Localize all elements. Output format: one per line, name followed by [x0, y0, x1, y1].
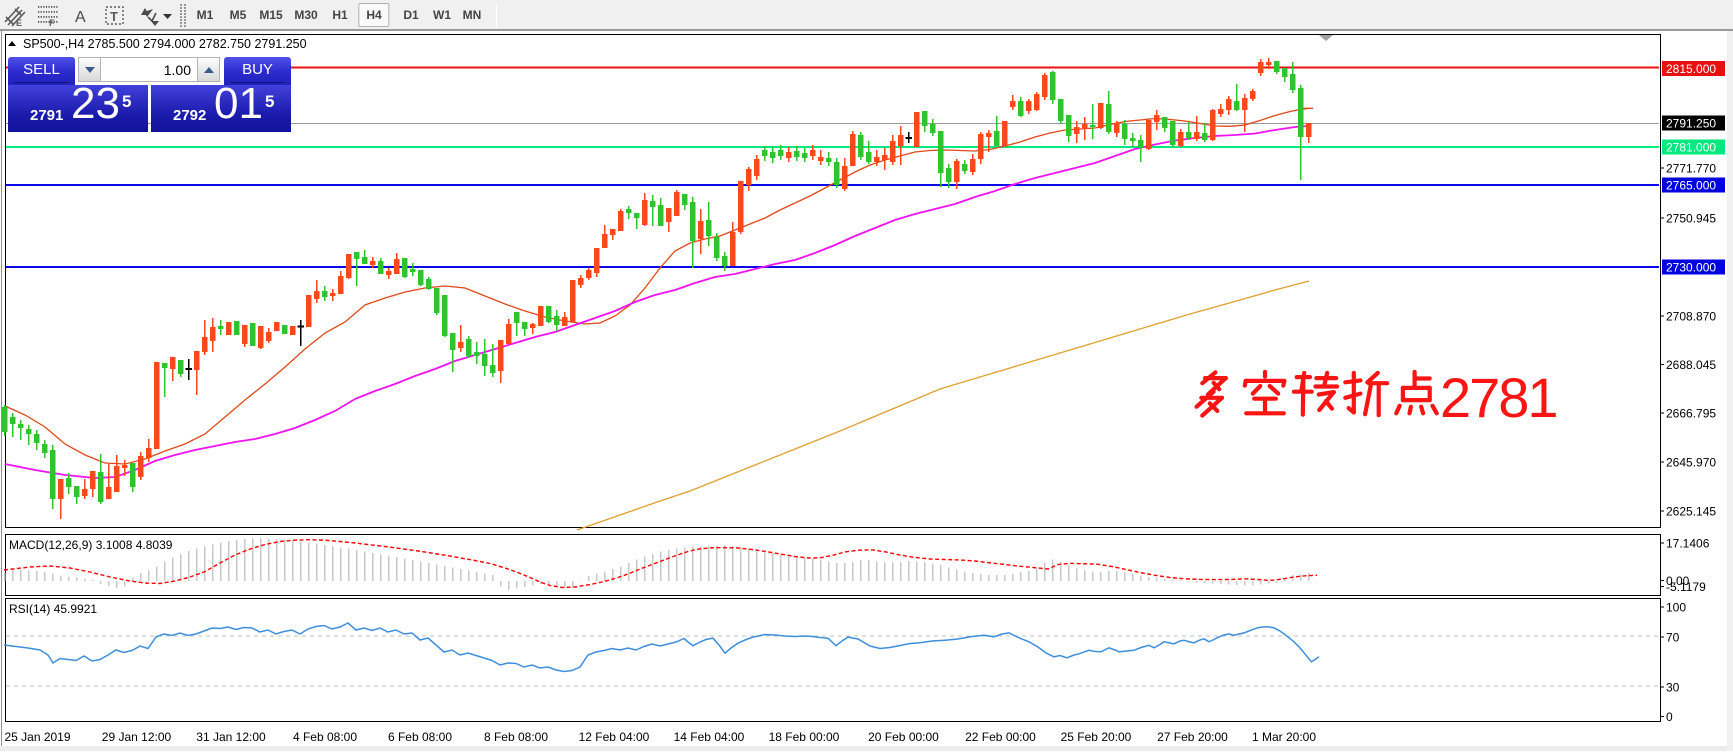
svg-text:100: 100 [1666, 601, 1686, 615]
svg-text:2781: 2781 [1440, 366, 1557, 429]
svg-text:MACD(12,26,9) 3.1008 4.8039: MACD(12,26,9) 3.1008 4.8039 [9, 538, 173, 552]
svg-text:2708.870: 2708.870 [1666, 310, 1716, 324]
svg-text:25 Feb 20:00: 25 Feb 20:00 [1061, 730, 1132, 744]
svg-text:2625.145: 2625.145 [1666, 505, 1716, 519]
svg-text:12 Feb 04:00: 12 Feb 04:00 [579, 730, 650, 744]
svg-text:T: T [110, 9, 118, 24]
svg-text:8 Feb 08:00: 8 Feb 08:00 [484, 730, 548, 744]
svg-text:SP500-,H4 2785.500 2794.000 2: SP500-,H4 2785.500 2794.000 2782.750 279… [23, 37, 307, 51]
svg-text:A: A [75, 9, 86, 26]
svg-text:70: 70 [1666, 631, 1680, 645]
svg-text:22 Feb 00:00: 22 Feb 00:00 [965, 730, 1036, 744]
svg-text:18 Feb 00:00: 18 Feb 00:00 [769, 730, 840, 744]
svg-text:E: E [16, 18, 22, 28]
svg-text:2781.000: 2781.000 [1666, 141, 1716, 155]
svg-text:1 Mar 20:00: 1 Mar 20:00 [1252, 730, 1316, 744]
svg-text:0: 0 [1666, 710, 1673, 724]
svg-text:2771.770: 2771.770 [1666, 162, 1716, 176]
svg-text:29 Jan 12:00: 29 Jan 12:00 [102, 730, 172, 744]
svg-text:6 Feb 08:00: 6 Feb 08:00 [388, 730, 452, 744]
svg-text:30: 30 [1666, 681, 1680, 695]
svg-text:27 Feb 20:00: 27 Feb 20:00 [1157, 730, 1228, 744]
svg-text:20 Feb 00:00: 20 Feb 00:00 [868, 730, 939, 744]
svg-text:14 Feb 04:00: 14 Feb 04:00 [674, 730, 745, 744]
svg-text:RSI(14) 45.9921: RSI(14) 45.9921 [9, 602, 97, 616]
svg-text:2730.000: 2730.000 [1666, 261, 1716, 275]
svg-text:25 Jan 2019: 25 Jan 2019 [4, 730, 70, 744]
svg-text:2815.000: 2815.000 [1666, 62, 1716, 76]
svg-text:2666.795: 2666.795 [1666, 407, 1716, 421]
svg-text:2750.945: 2750.945 [1666, 212, 1716, 226]
svg-text:2765.000: 2765.000 [1666, 179, 1716, 193]
svg-text:31 Jan 12:00: 31 Jan 12:00 [196, 730, 266, 744]
svg-text:-5.1179: -5.1179 [1666, 580, 1706, 594]
svg-text:4 Feb 08:00: 4 Feb 08:00 [293, 730, 357, 744]
svg-text:17.1406: 17.1406 [1666, 537, 1710, 551]
svg-text:F: F [49, 18, 55, 28]
svg-text:2645.970: 2645.970 [1666, 456, 1716, 470]
svg-text:0.00: 0.00 [1666, 574, 1690, 588]
svg-text:2791.250: 2791.250 [1666, 117, 1716, 131]
svg-text:2688.045: 2688.045 [1666, 358, 1716, 372]
